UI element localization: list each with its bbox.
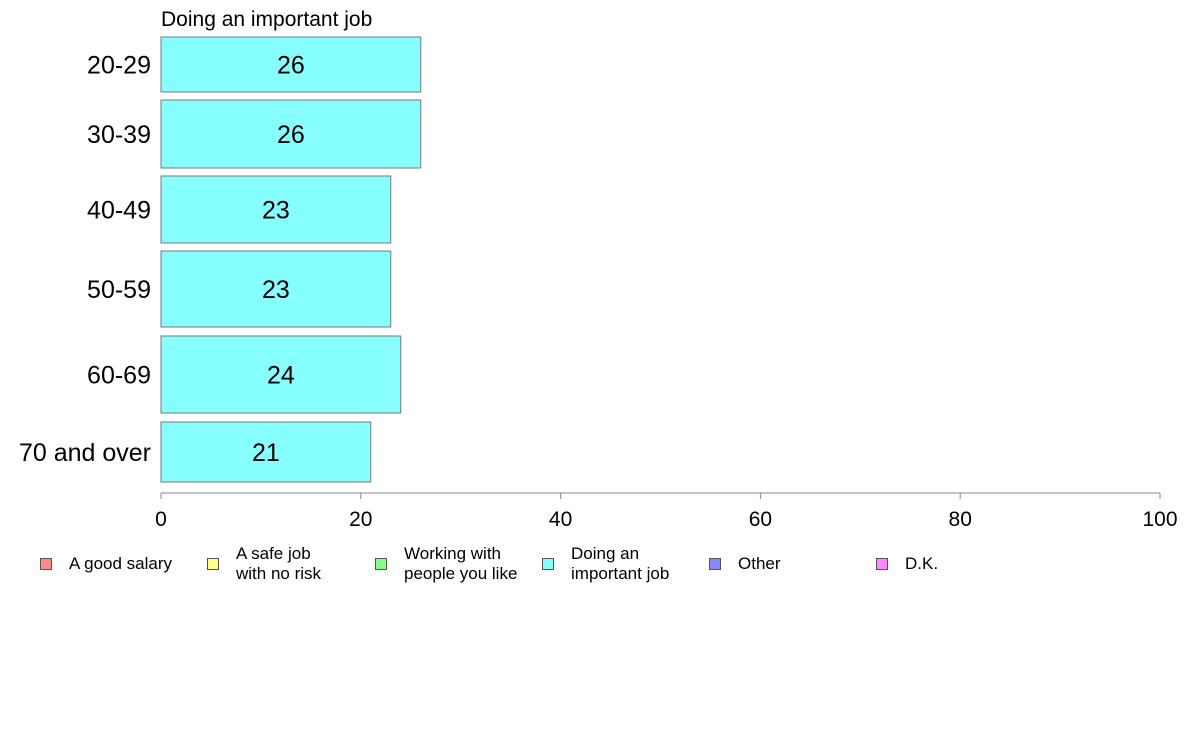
chart-title: Doing an important job xyxy=(161,8,372,31)
bar-50-59 xyxy=(160,250,392,328)
bar-20-29 xyxy=(160,36,422,93)
data-label: 24 xyxy=(267,362,295,390)
x-tick-label: 40 xyxy=(549,508,572,531)
legend-label: Working with people you like xyxy=(404,544,518,583)
legend-label: D.K. xyxy=(905,554,939,573)
x-tick-label: 100 xyxy=(1142,508,1177,531)
x-axis: 0 20 40 60 80 100 xyxy=(155,492,1178,531)
data-label: 23 xyxy=(262,197,290,225)
legend-item: Other xyxy=(709,554,781,574)
legend-swatch xyxy=(40,558,52,570)
legend-swatch xyxy=(709,558,721,570)
bar-40-49 xyxy=(160,175,392,244)
category-label: 50-59 xyxy=(87,276,151,304)
category-label: 60-69 xyxy=(87,362,151,390)
legend-item: D.K. xyxy=(876,554,938,574)
bar-30-39 xyxy=(160,99,422,169)
data-label: 23 xyxy=(262,276,290,304)
legend-swatch xyxy=(207,558,219,570)
legend-label: Doing an important job xyxy=(571,544,670,583)
legend-item: A safe job with no risk xyxy=(207,544,321,584)
legend-item: A good salary xyxy=(40,554,172,574)
x-tick-label: 0 xyxy=(155,508,167,531)
bar-60-69 xyxy=(160,335,402,414)
legend-item: Working with people you like xyxy=(375,544,517,584)
legend-swatch xyxy=(375,558,387,570)
legend-label: A safe job with no risk xyxy=(236,544,322,583)
bar-chart: Doing an important job 20-29 26 30-39 26 40-… xyxy=(19,8,1178,531)
data-label: 26 xyxy=(277,52,305,80)
bars: 20-29 26 30-39 26 40-49 23 50-59 23 60-69 24 70 an… xyxy=(19,36,422,483)
x-tick-label: 80 xyxy=(949,508,972,531)
bar-70-and-over xyxy=(160,421,372,483)
category-label: 30-39 xyxy=(87,121,151,149)
legend-label: A good salary xyxy=(69,554,173,573)
legend-swatch xyxy=(876,558,888,570)
legend-swatch xyxy=(542,558,554,570)
category-label: 70 and over xyxy=(19,439,151,467)
legend-label: Other xyxy=(738,554,781,573)
data-label: 21 xyxy=(252,439,280,467)
legend: A good salary A safe job with no risk Work… xyxy=(0,540,1188,590)
x-tick-label: 60 xyxy=(749,508,772,531)
x-tick-label: 20 xyxy=(349,508,372,531)
category-label: 20-29 xyxy=(87,52,151,80)
category-label: 40-49 xyxy=(87,197,151,225)
legend-item: Doing an important job xyxy=(542,544,669,584)
data-label: 26 xyxy=(277,121,305,149)
